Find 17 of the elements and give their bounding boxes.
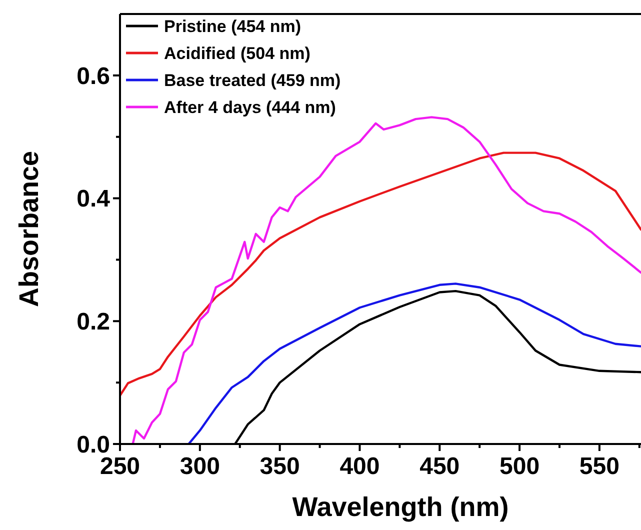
y-tick-label: 0.2	[76, 308, 110, 336]
x-axis-title: Wavelength (nm)	[292, 492, 509, 522]
legend-label: Acidified (504 nm)	[164, 44, 310, 63]
line-series	[132, 116, 641, 444]
y-tick-label: 0.4	[76, 186, 111, 213]
x-tick-label: 550	[579, 453, 620, 480]
legend-label: Pristine (454 nm)	[164, 16, 301, 36]
y-axis-title: Absorbance	[14, 150, 44, 308]
y-tick-label: 0.6	[76, 62, 110, 90]
x-tick-label: 400	[340, 453, 380, 480]
legend-label: Base treated (459 nm)	[164, 70, 341, 90]
x-tick-label: 500	[500, 453, 540, 480]
x-tick-label: 300	[180, 453, 220, 480]
line-series	[120, 152, 641, 397]
legend-label: After 4 days (444 nm)	[164, 98, 336, 117]
x-tick-label: 450	[420, 453, 460, 480]
x-tick-label: 350	[260, 453, 300, 480]
